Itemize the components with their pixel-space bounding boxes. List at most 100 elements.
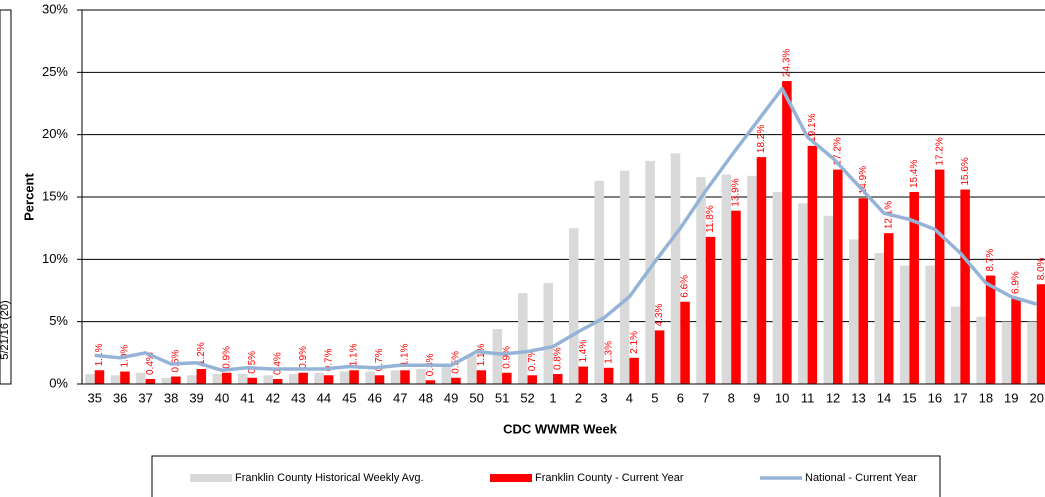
x-tick-label: 45 bbox=[342, 390, 356, 405]
data-label: 1.1% bbox=[476, 343, 487, 366]
data-label: 0.6% bbox=[171, 350, 182, 373]
x-tick-label: 42 bbox=[266, 390, 280, 405]
bar bbox=[339, 371, 350, 384]
bar bbox=[110, 375, 121, 384]
bar bbox=[909, 192, 919, 384]
x-tick-label: 36 bbox=[113, 390, 127, 405]
bar bbox=[603, 367, 614, 384]
bar bbox=[196, 369, 207, 384]
data-label: 13.9% bbox=[731, 178, 742, 206]
x-tick-label: 10 bbox=[775, 390, 789, 405]
x-tick-label: 3 bbox=[600, 390, 607, 405]
x-tick-label: 47 bbox=[393, 390, 407, 405]
data-label: 8.7% bbox=[985, 249, 996, 272]
bar bbox=[849, 239, 859, 384]
y-tick-label: 30% bbox=[42, 1, 68, 16]
bar bbox=[212, 374, 223, 384]
bar bbox=[798, 203, 808, 384]
bar bbox=[747, 175, 757, 384]
x-tick-label: 4 bbox=[626, 390, 633, 405]
bar bbox=[756, 157, 767, 384]
bar bbox=[934, 169, 945, 384]
data-label: 6.9% bbox=[1011, 271, 1022, 294]
bar bbox=[568, 228, 579, 384]
x-tick-label: 9 bbox=[753, 390, 760, 405]
bar bbox=[400, 370, 410, 384]
x-tick-label: 11 bbox=[801, 390, 815, 405]
y-tick-label: 20% bbox=[42, 126, 68, 141]
bar bbox=[349, 370, 359, 384]
data-label: 17.2% bbox=[934, 137, 945, 165]
y-tick-label: 0% bbox=[49, 375, 68, 390]
bar bbox=[527, 375, 538, 384]
bar bbox=[833, 169, 843, 384]
x-tick-label: 2 bbox=[575, 390, 582, 405]
bar bbox=[222, 372, 232, 384]
data-label: 4.3% bbox=[654, 303, 665, 326]
bar bbox=[1001, 321, 1012, 384]
x-tick-label: 15 bbox=[902, 390, 916, 405]
bar bbox=[272, 379, 283, 384]
bar bbox=[985, 275, 996, 384]
bar bbox=[976, 316, 986, 384]
bar bbox=[416, 369, 426, 384]
bar bbox=[365, 371, 375, 384]
x-tick-label: 49 bbox=[444, 390, 458, 405]
bar bbox=[960, 189, 970, 384]
bar bbox=[680, 301, 690, 384]
bar bbox=[161, 377, 172, 384]
x-tick-label: 52 bbox=[520, 390, 534, 405]
bar bbox=[187, 375, 197, 384]
bar bbox=[476, 370, 487, 384]
bar bbox=[451, 377, 461, 384]
bar bbox=[247, 377, 257, 384]
x-tick-label: 44 bbox=[317, 390, 331, 405]
data-label: 24.3% bbox=[782, 49, 793, 77]
legend-label: National - Current Year bbox=[805, 472, 917, 484]
bar bbox=[425, 380, 436, 384]
bar bbox=[654, 330, 665, 384]
bar bbox=[782, 81, 792, 384]
x-tick-label: 7 bbox=[702, 390, 709, 405]
bar bbox=[670, 153, 681, 384]
bar bbox=[390, 370, 401, 384]
x-tick-label: 19 bbox=[1004, 390, 1018, 405]
y-tick-label: 25% bbox=[42, 64, 68, 79]
bar bbox=[807, 145, 818, 384]
data-label: 11.8% bbox=[705, 205, 716, 233]
data-label: 15.4% bbox=[909, 160, 920, 188]
data-label: 0.8% bbox=[552, 347, 563, 370]
x-tick-label: 1 bbox=[549, 390, 556, 405]
bar bbox=[883, 233, 894, 384]
data-label: 19.1% bbox=[807, 113, 818, 141]
data-label: 1.1% bbox=[349, 343, 360, 366]
bar bbox=[619, 170, 630, 384]
bar bbox=[374, 375, 385, 384]
bar bbox=[467, 355, 477, 384]
bar bbox=[314, 372, 324, 384]
legend-swatch bbox=[490, 474, 532, 482]
bar bbox=[85, 374, 95, 384]
bar bbox=[263, 375, 273, 384]
legend-box bbox=[151, 455, 941, 497]
bar bbox=[441, 365, 452, 384]
bar bbox=[925, 265, 935, 384]
data-label: 0.9% bbox=[298, 346, 309, 369]
bar bbox=[578, 366, 588, 384]
line-series bbox=[94, 86, 1038, 373]
data-label: 1.1% bbox=[400, 343, 411, 366]
bar bbox=[323, 375, 334, 384]
x-tick-label: 48 bbox=[418, 390, 432, 405]
data-label: 17.2% bbox=[832, 137, 843, 165]
x-tick-label: 40 bbox=[215, 390, 229, 405]
x-tick-label: 20 bbox=[1030, 390, 1044, 405]
data-label: 0.4% bbox=[272, 352, 283, 375]
data-label: 6.6% bbox=[680, 275, 691, 298]
data-label: 0.4% bbox=[145, 352, 156, 375]
x-tick-label: 13 bbox=[851, 390, 865, 405]
data-label: 0.7% bbox=[527, 348, 538, 371]
bar bbox=[629, 357, 639, 384]
x-tick-label: 18 bbox=[979, 390, 993, 405]
bar bbox=[298, 372, 308, 384]
y-tick-label: 5% bbox=[49, 313, 68, 328]
